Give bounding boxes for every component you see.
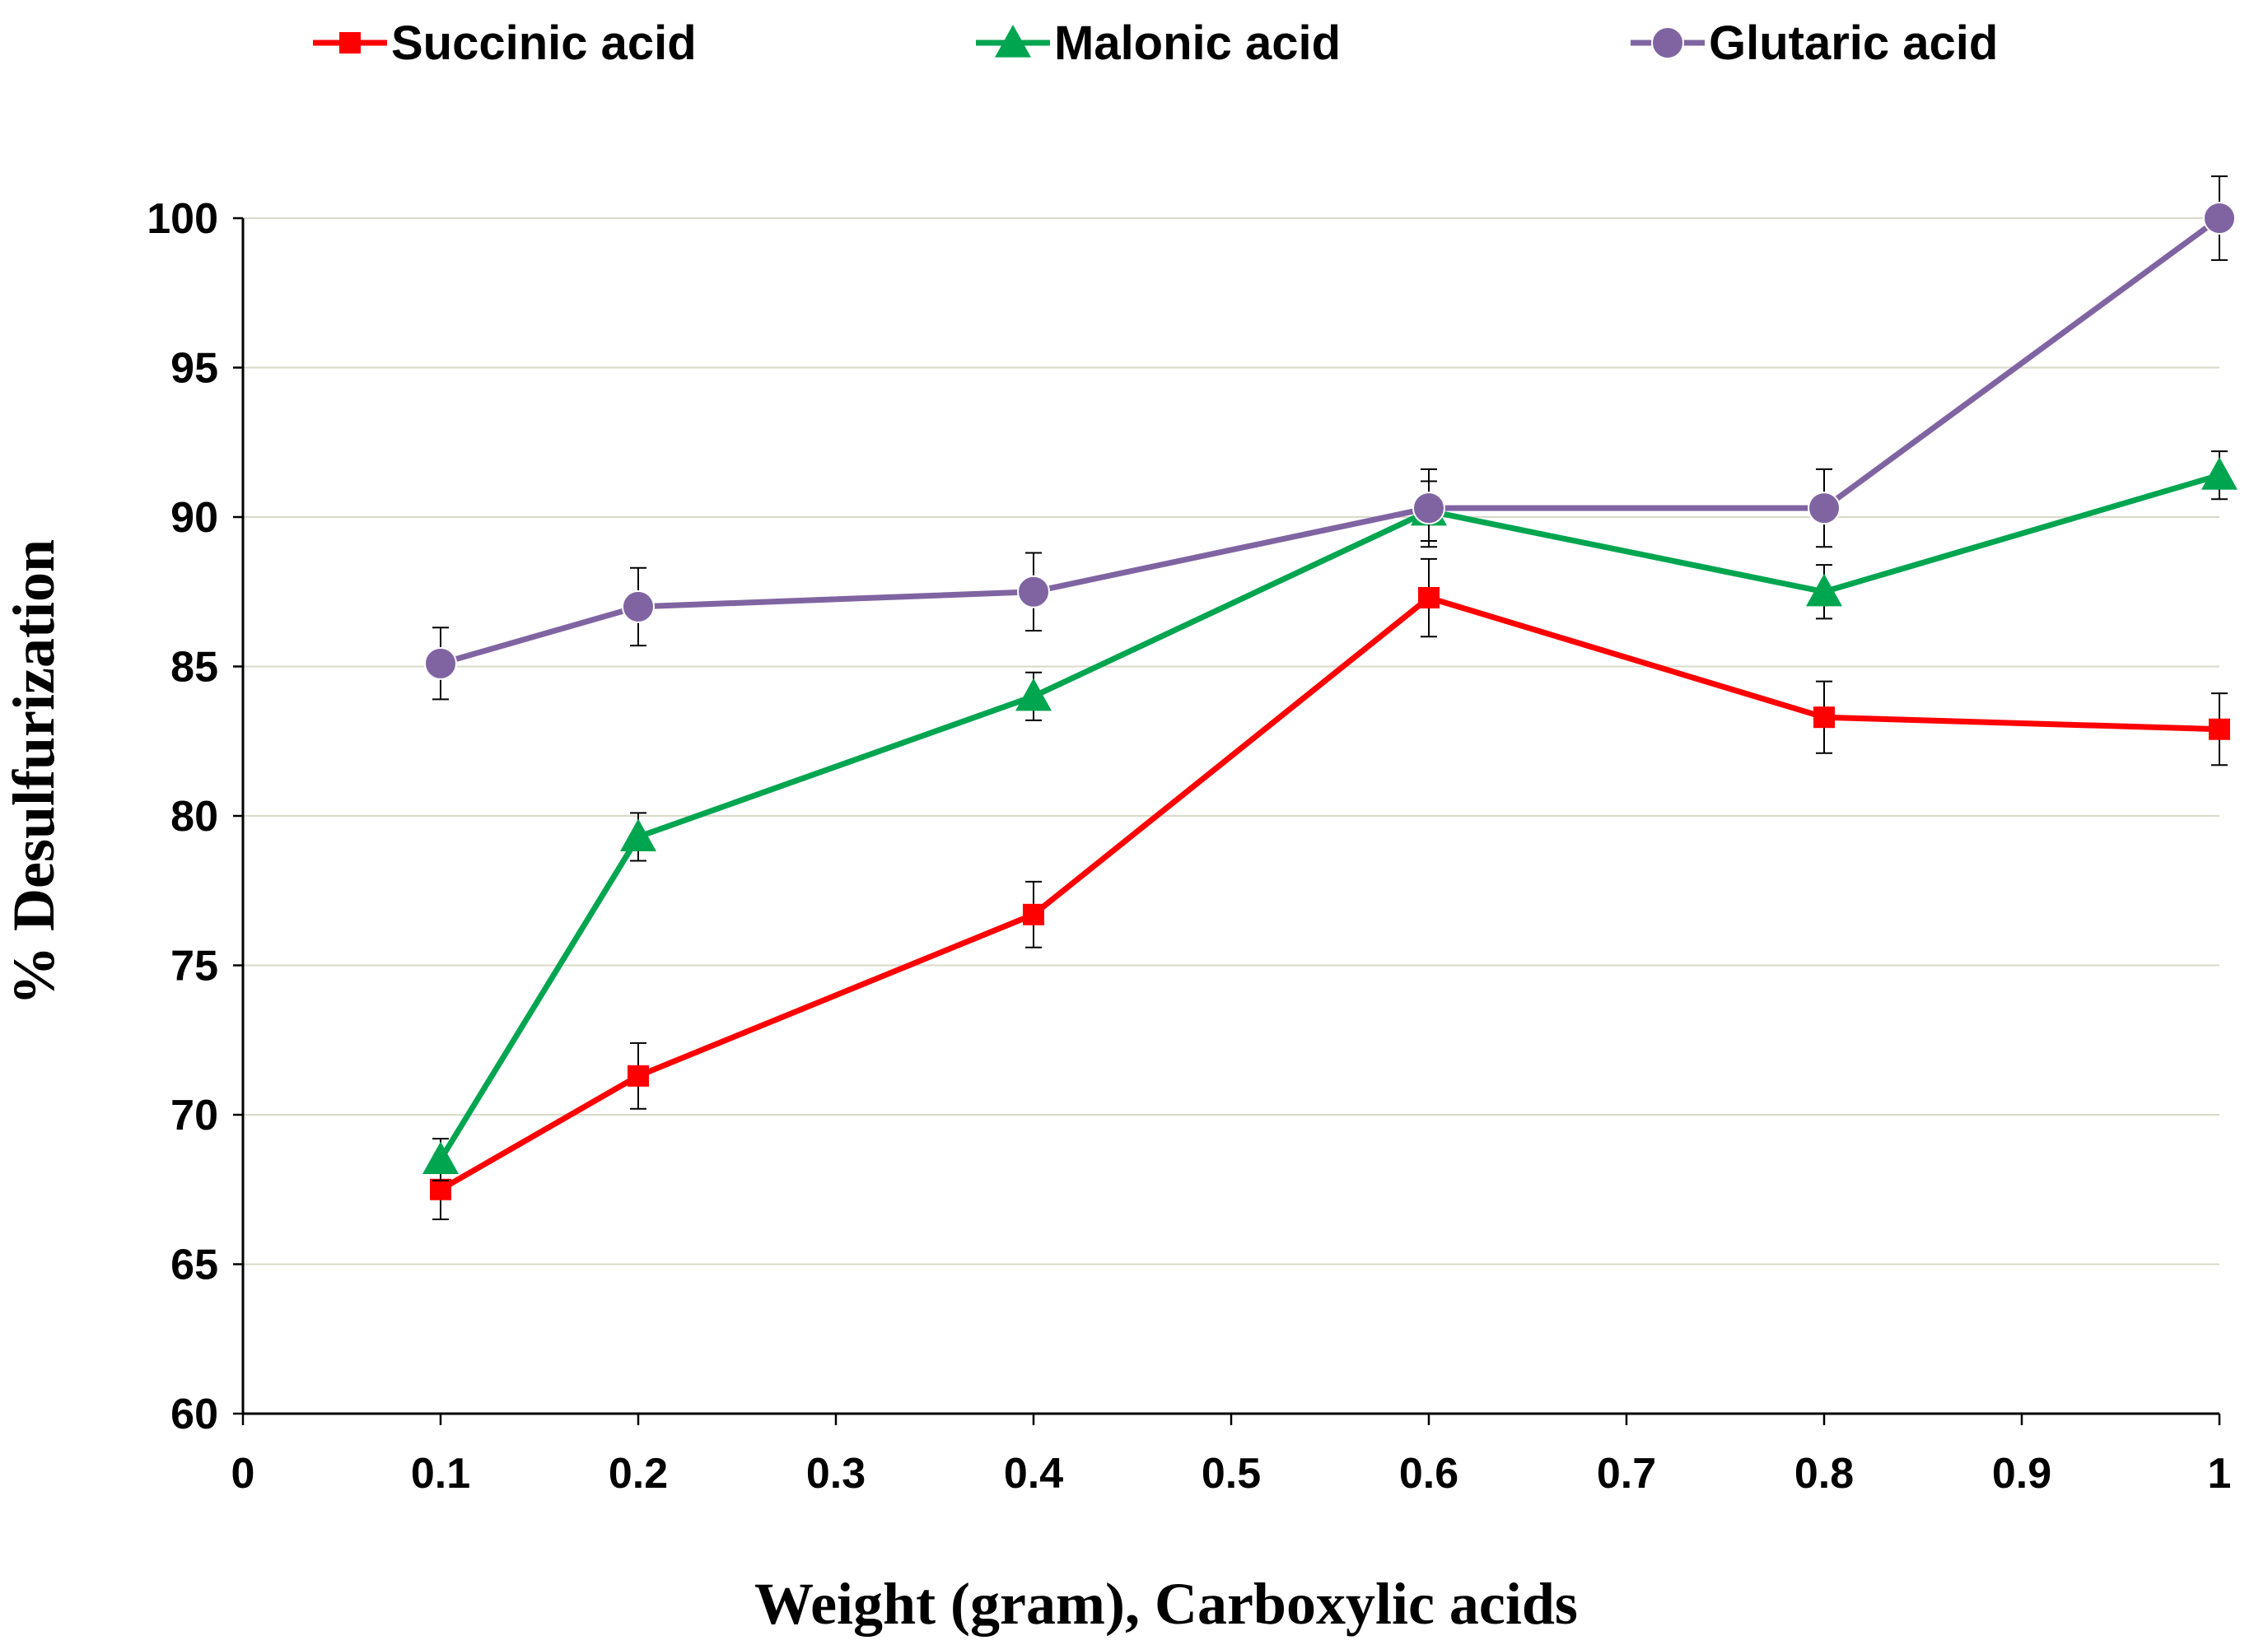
legend-marker [1651,26,1684,59]
series-line [438,472,2220,1162]
legend-item: Glutaric acid [1631,16,1998,70]
x-tick-label: 0.4 [1004,1450,1063,1498]
x-tick-label: 0.2 [609,1450,668,1498]
data-series [422,175,2238,1221]
data-point [1813,706,1835,729]
tick-labels: 60 65 70 75 80 85 90 95 100 0 0.1 0.2 0.3 0.4 0.5 0.6 0.… [147,195,2231,1498]
y-tick-label: 65 [170,1242,218,1289]
legend-marker [995,25,1031,58]
y-tick-label: 85 [170,644,218,692]
x-tick-label: 0.1 [411,1450,470,1498]
legend-item: Malonic acid [976,16,1341,70]
data-point [422,1141,459,1175]
data-point [430,1178,451,1200]
x-tick-label: 0.3 [806,1450,866,1498]
x-tick-label: 0.8 [1794,1450,1854,1498]
data-point [1015,678,1052,711]
y-axis-title: % Desulfurization [1,539,67,1005]
data-point [622,589,655,623]
data-point [2203,202,2236,235]
data-point [620,818,656,852]
legend-label: Glutaric acid [1709,16,1998,70]
series-line [439,594,2220,1192]
series-line [440,216,2222,667]
legend-label: Succinic acid [391,16,697,70]
x-axis-title: Weight (gram), Carboxylic acids [754,1571,1578,1637]
data-point [2209,718,2230,740]
x-tick-label: 0.9 [1992,1450,2051,1498]
data-point [1023,903,1044,925]
x-tick-label: 0.6 [1399,1450,1458,1498]
y-tick-label: 75 [170,943,218,990]
data-point [424,646,457,680]
legend: Succinic acid Malonic acid Glutaric acid [313,16,1998,70]
data-point [1808,492,1841,525]
data-point [1806,573,1842,607]
series-succinic-acid [430,557,2230,1221]
series-glutaric-acid [424,175,2236,701]
legend-label: Malonic acid [1054,16,1341,70]
x-tick-label: 0 [231,1450,255,1498]
y-tick-label: 95 [170,345,218,393]
gridlines [243,217,2219,1265]
data-point [628,1065,649,1087]
data-point [1017,575,1050,608]
y-tick-label: 80 [170,793,218,841]
y-tick-label: 60 [170,1391,218,1438]
axes [233,217,2221,1425]
data-point [2201,457,2238,490]
data-point [1412,492,1445,525]
x-tick-label: 0.7 [1597,1450,1656,1498]
legend-item: Succinic acid [313,16,697,70]
x-tick-label: 0.5 [1202,1450,1261,1498]
legend-marker [339,32,361,54]
y-tick-label: 90 [170,494,218,542]
y-tick-label: 100 [147,195,218,243]
data-point [1418,587,1440,609]
x-tick-label: 1 [2208,1450,2232,1498]
y-tick-label: 70 [170,1092,218,1139]
